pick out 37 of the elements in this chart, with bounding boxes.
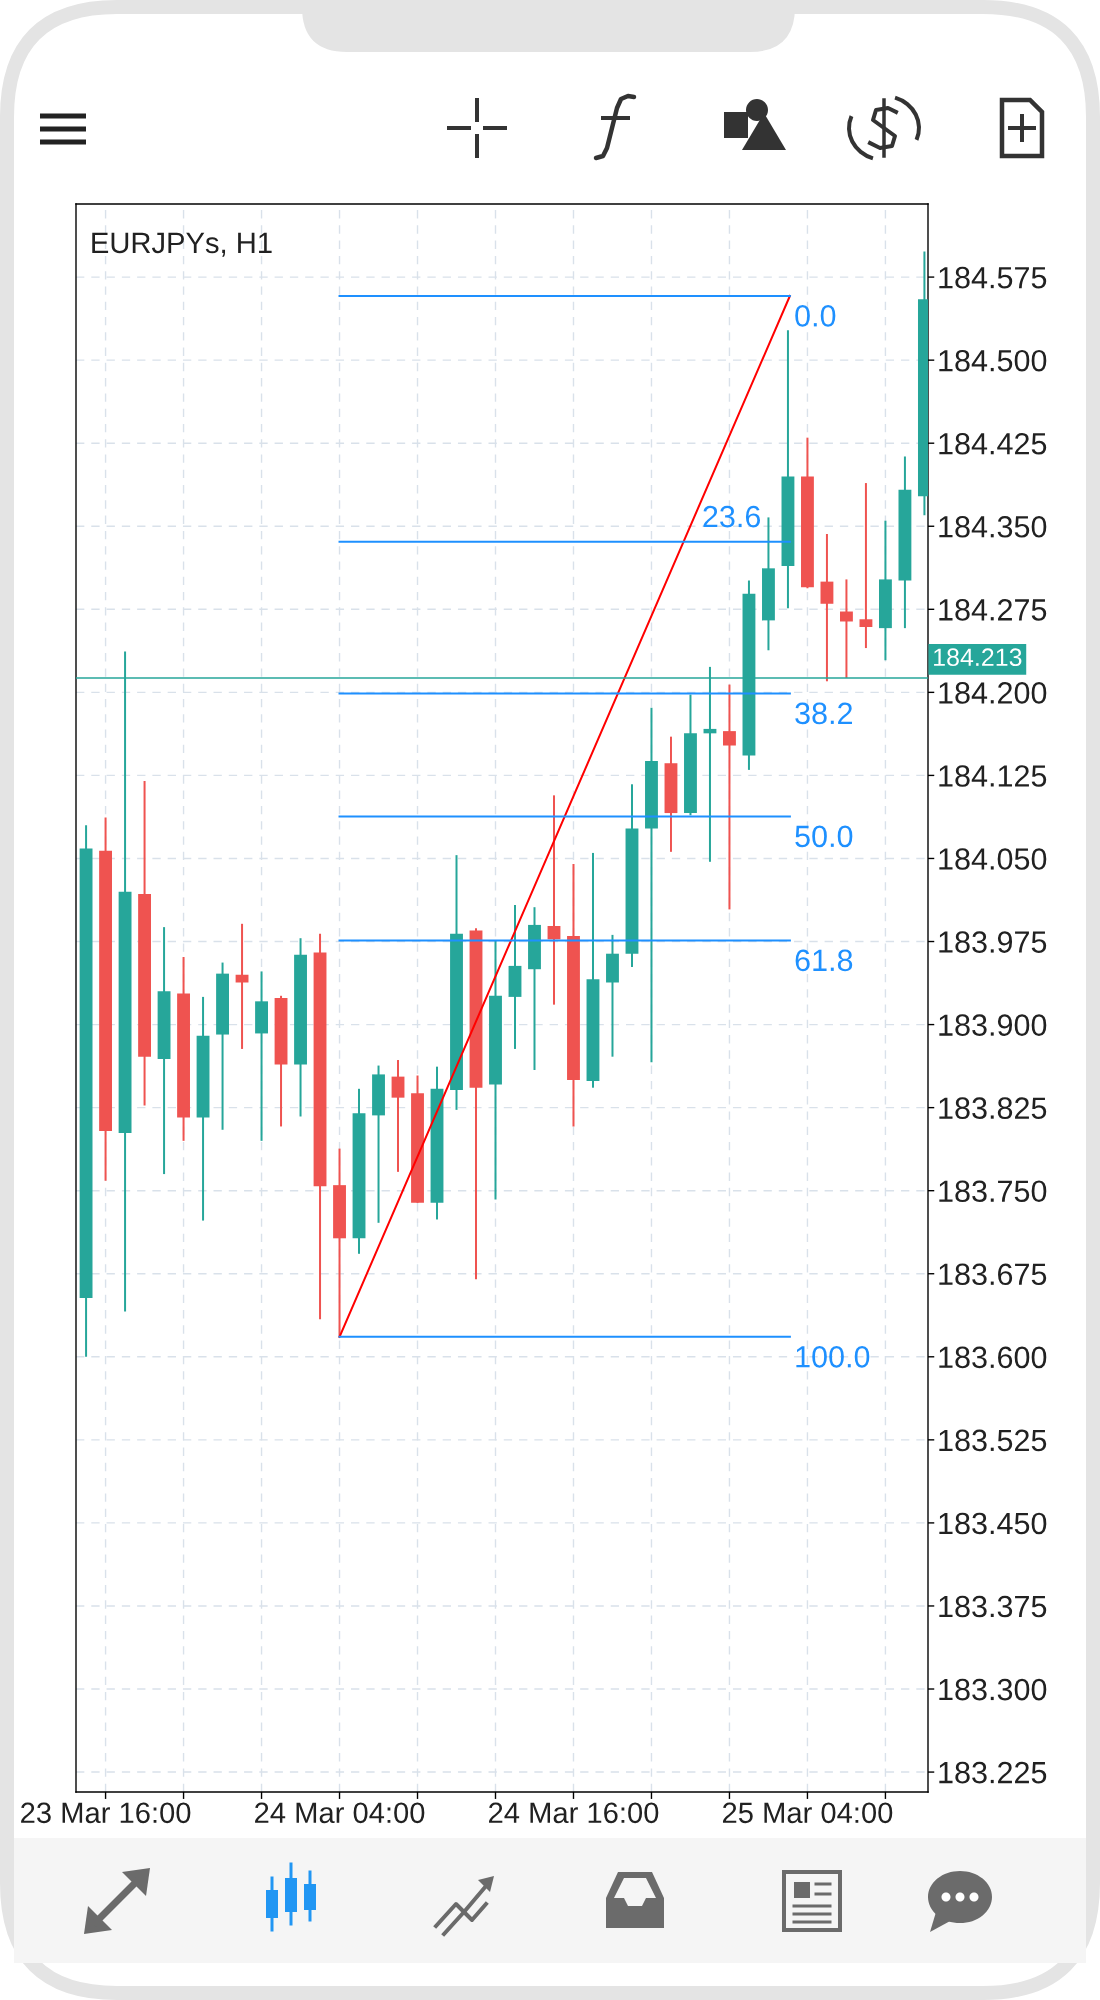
- y-tick-label: 183.525: [939, 1429, 1047, 1452]
- x-tick-label: 23 Mar 16:00: [21, 1802, 191, 1824]
- y-tick-label: 183.225: [939, 1761, 1047, 1784]
- candlestick: [723, 683, 736, 911]
- x-tick-label: 24 Mar 04:00: [255, 1802, 425, 1824]
- y-tick-label: 184.500: [939, 349, 1047, 372]
- y-tick-label: 183.975: [939, 931, 1047, 953]
- series-label: 0.0: [795, 305, 836, 327]
- y-tick-label: 184.425: [939, 432, 1047, 455]
- series-label: 23.6: [703, 505, 761, 528]
- series-label: 100.0: [796, 1346, 870, 1368]
- series-label: 61.8: [795, 949, 853, 972]
- y-tick-label: 183.375: [939, 1595, 1047, 1618]
- y-tick-label: 183.825: [939, 1097, 1047, 1119]
- candlestick: [859, 482, 873, 650]
- y-tick-label: 183.675: [939, 1263, 1047, 1286]
- y-tick-label: 183.750: [939, 1180, 1047, 1203]
- candlestick: [391, 1059, 405, 1173]
- candlestick: [820, 533, 834, 683]
- y-tick-label: 184.350: [939, 515, 1047, 538]
- candlestick: [547, 794, 561, 1006]
- y-tick-label: 184.200: [939, 682, 1047, 704]
- y-tick-label: 183.600: [939, 1346, 1047, 1369]
- y-tick-label: 183.450: [939, 1512, 1047, 1535]
- ref-line-label: 184.213: [934, 648, 1022, 667]
- text: EURJPYs, H1: [92, 232, 272, 257]
- y-tick-label: 184.575: [939, 266, 1047, 289]
- x-tick-label: 25 Mar 04:00: [722, 1802, 893, 1824]
- series-label: 38.2: [795, 702, 852, 725]
- candlestick: [840, 578, 853, 679]
- y-tick-label: 183.300: [939, 1678, 1047, 1701]
- y-tick-label: 184.275: [939, 599, 1047, 621]
- y-tick-label: 184.050: [939, 848, 1047, 870]
- y-tick-label: 184.125: [939, 765, 1047, 787]
- y-tick-label: 183.900: [939, 1014, 1047, 1036]
- x-tick-label: 24 Mar 16:00: [489, 1802, 659, 1824]
- series-label: 50.0: [795, 825, 853, 848]
